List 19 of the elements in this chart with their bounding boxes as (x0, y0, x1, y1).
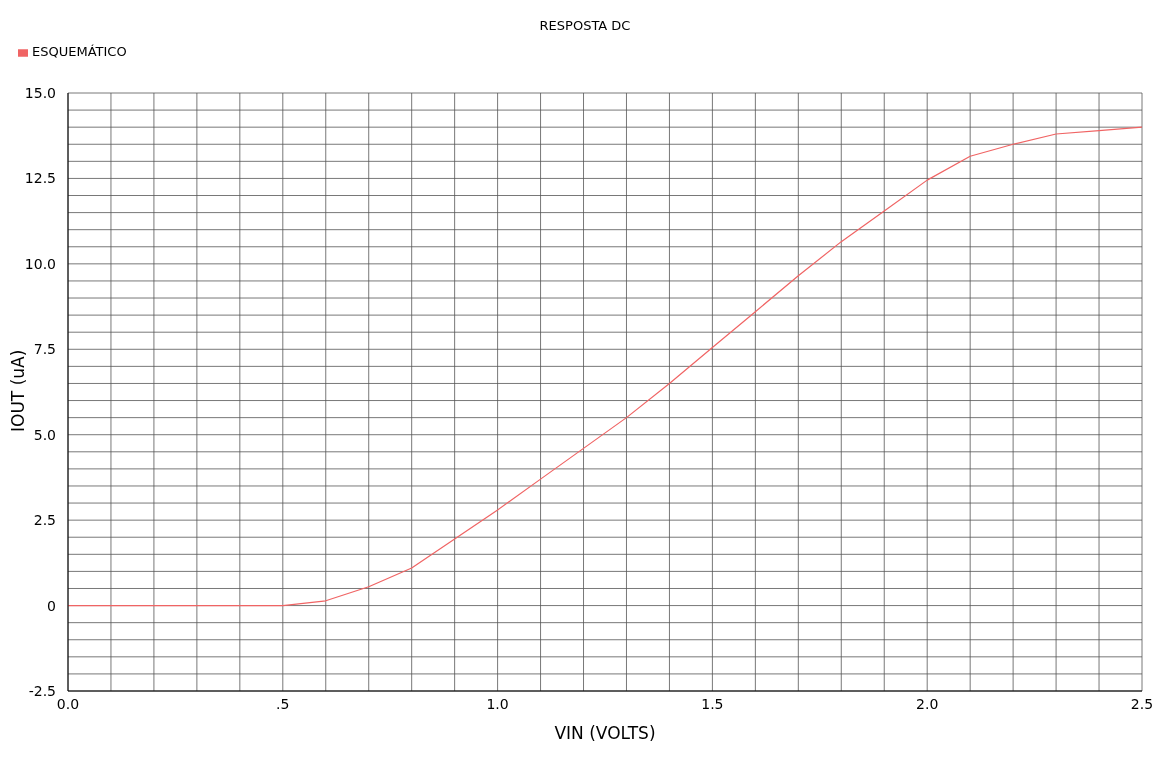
y-tick-label: 10.0 (24, 255, 56, 272)
chart-title: RESPOSTA DC (538, 18, 632, 33)
y-axis-title: IOUT (uA) (8, 349, 29, 432)
x-tick-label: 1.5 (701, 695, 724, 712)
x-tick-label: 0.0 (56, 695, 80, 712)
x-tick-label: 2.5 (1130, 695, 1154, 712)
x-tick-label: 2.0 (916, 695, 939, 712)
y-tick-label: 0 (47, 597, 56, 614)
x-tick-label: .5 (276, 695, 290, 712)
y-tick-label: 5.0 (33, 426, 56, 443)
legend-label: ESQUEMÁTICO (32, 44, 127, 59)
line-series (68, 126, 1142, 607)
y-tick-label: -2.5 (28, 683, 56, 699)
y-tick-label: 15.0 (24, 85, 56, 101)
x-axis-title: VIN (VOLTS) (554, 723, 656, 743)
y-tick-label: 2.5 (33, 512, 56, 529)
x-tick-label: 1.0 (486, 695, 509, 712)
y-tick-label: 12.5 (24, 170, 56, 187)
y-tick-label: 7.5 (33, 341, 56, 358)
